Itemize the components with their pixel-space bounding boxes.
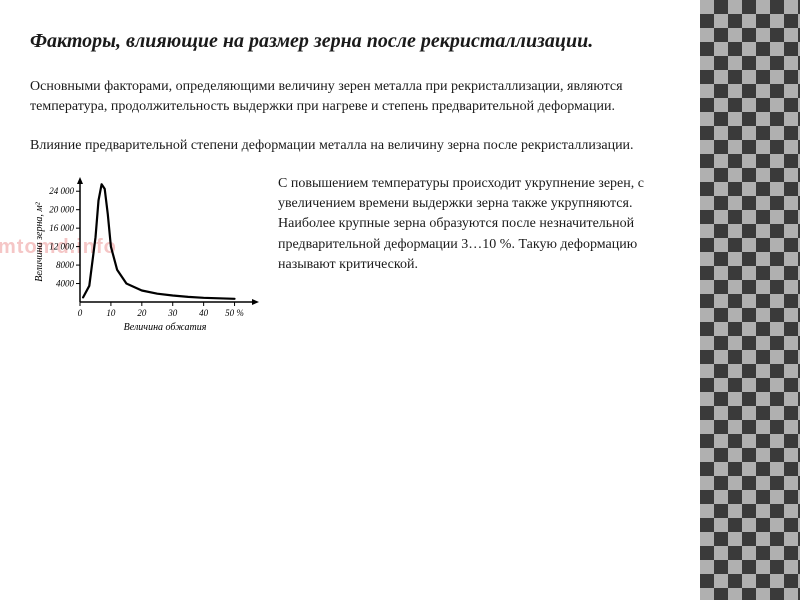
svg-text:10: 10 <box>106 308 116 318</box>
svg-text:Величина обжатия: Величина обжатия <box>124 322 207 333</box>
svg-text:30: 30 <box>167 308 178 318</box>
svg-text:20 000: 20 000 <box>49 205 74 215</box>
svg-text:4000: 4000 <box>56 278 75 288</box>
svg-text:40: 40 <box>199 308 209 318</box>
svg-text:12 000: 12 000 <box>49 242 74 252</box>
grain-size-chart: 4000 8000 12 000 16 000 20 000 24 000 0 10 20 30 4… <box>30 174 260 334</box>
decorative-sidebar <box>700 0 800 600</box>
svg-text:16 000: 16 000 <box>49 223 74 233</box>
side-paragraph: С повышением температуры происходит укру… <box>278 174 670 275</box>
svg-text:8000: 8000 <box>56 260 75 270</box>
chart-container: mtomd.info 4000800012 00016 00020 00024 … <box>30 174 260 339</box>
page-title: Факторы, влияющие на размер зерна после … <box>30 28 670 55</box>
lower-row: mtomd.info 4000800012 00016 00020 00024 … <box>30 174 670 339</box>
svg-text:50 %: 50 % <box>225 308 244 318</box>
svg-text:20: 20 <box>137 308 147 318</box>
content-area: Факторы, влияющие на размер зерна после … <box>0 0 700 600</box>
paragraph-2: Влияние предварительной степени деформац… <box>30 136 670 156</box>
svg-text:0: 0 <box>78 308 83 318</box>
svg-text:24 000: 24 000 <box>49 186 74 196</box>
paragraph-1: Основными факторами, определяющими велич… <box>30 77 670 118</box>
svg-text:Величина зерна, м²: Величина зерна, м² <box>34 201 45 282</box>
